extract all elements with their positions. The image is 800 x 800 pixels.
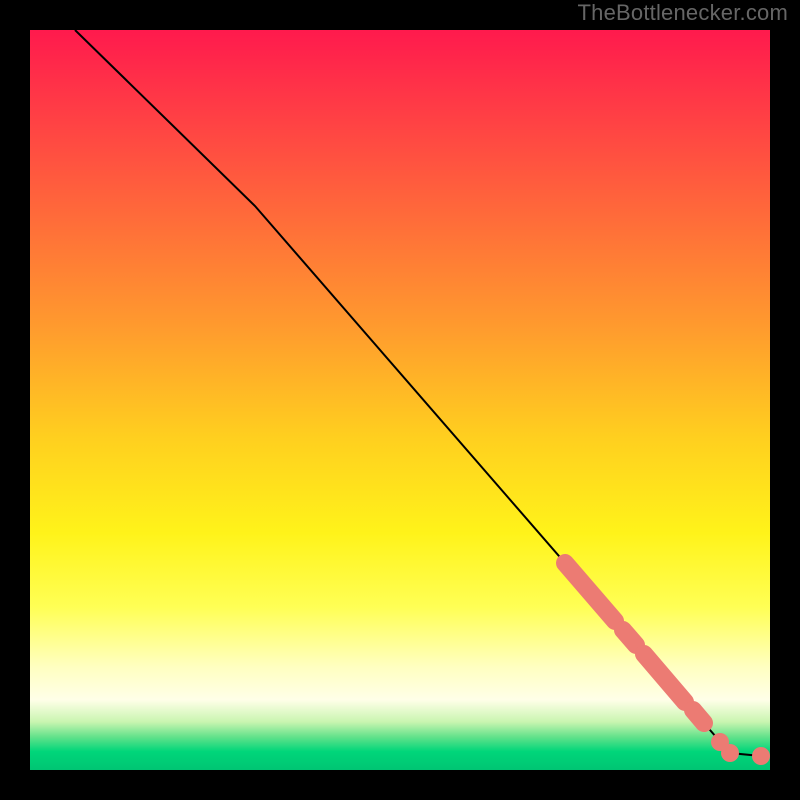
watermark-text: TheBottlenecker.com <box>578 0 788 26</box>
chart-frame: TheBottlenecker.com <box>0 0 800 800</box>
marker-dot <box>752 747 770 765</box>
marker-capsule <box>623 630 636 645</box>
marker-dot <box>721 744 739 762</box>
marker-capsule <box>693 710 704 723</box>
plot-area <box>30 30 770 770</box>
chart-svg <box>30 30 770 770</box>
